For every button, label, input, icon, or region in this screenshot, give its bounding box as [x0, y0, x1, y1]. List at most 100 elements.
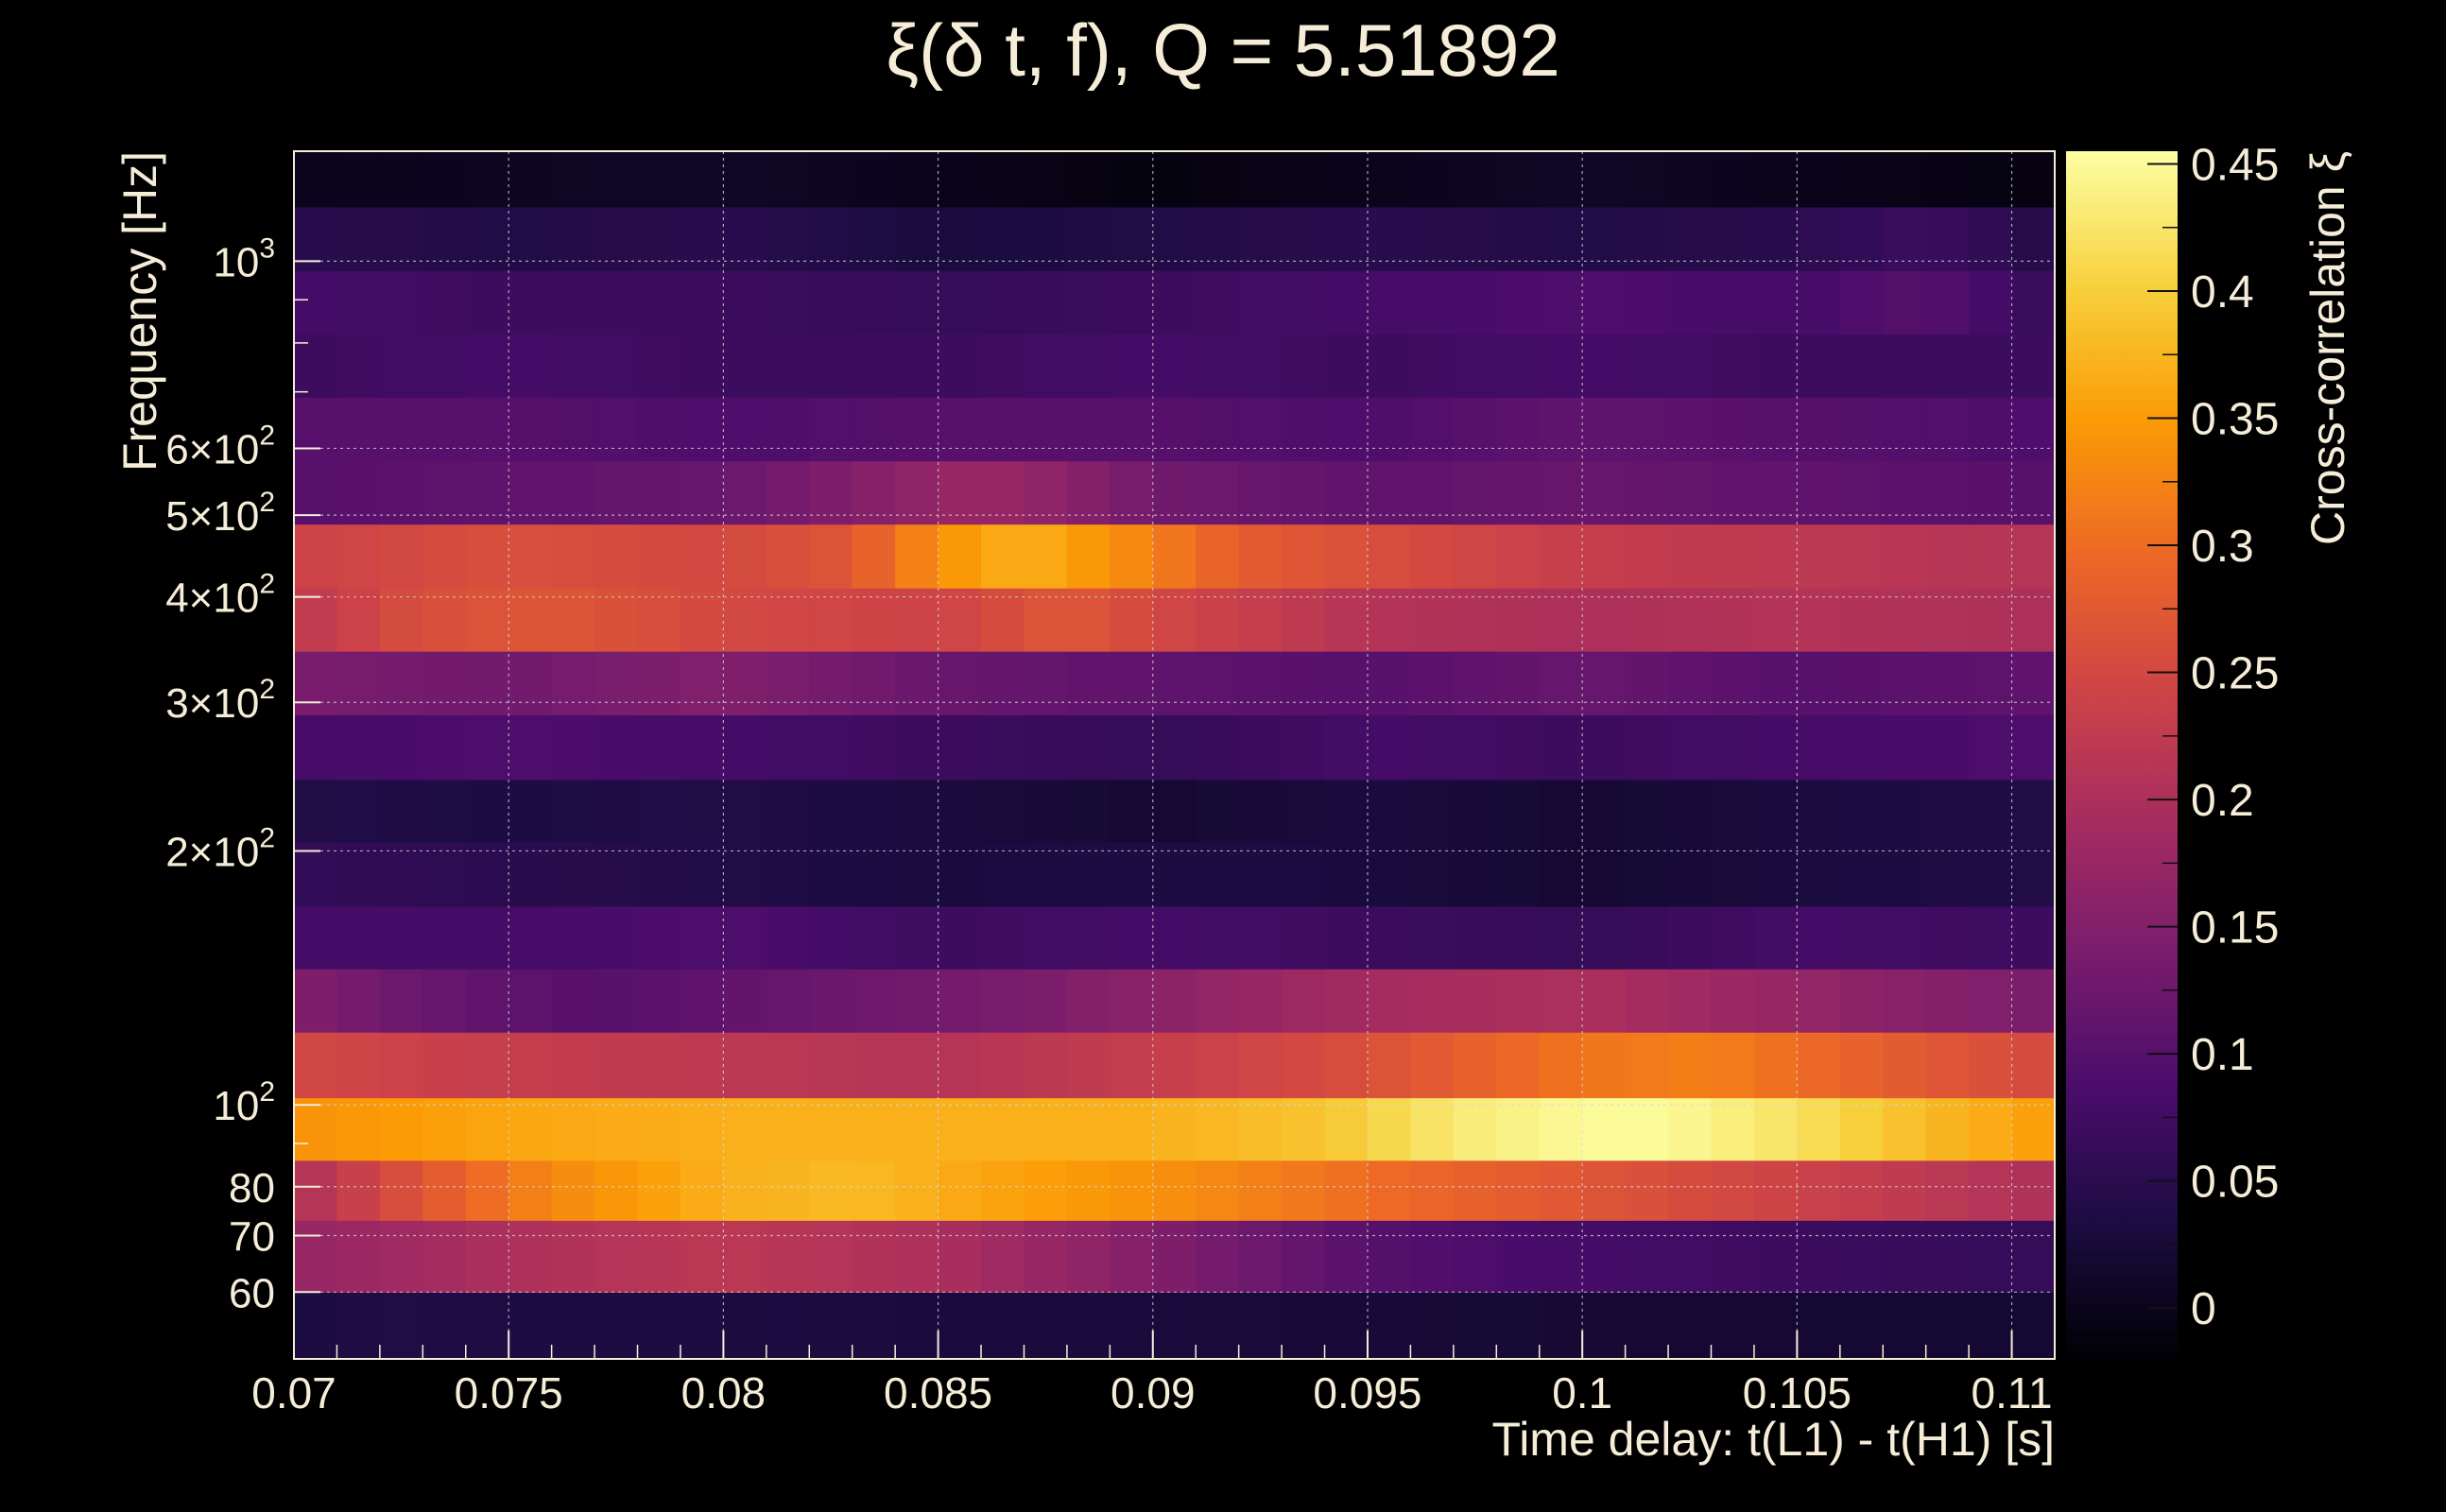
heatmap-cell	[680, 1220, 724, 1293]
heatmap-cell	[723, 588, 767, 652]
heatmap-cell	[680, 270, 724, 335]
heatmap-cell	[1668, 270, 1713, 335]
heatmap-cell	[852, 1220, 896, 1293]
heatmap-cell	[379, 460, 423, 525]
heatmap-cell	[1496, 334, 1541, 398]
heatmap-cell	[1324, 841, 1369, 907]
heatmap-cell	[379, 1292, 423, 1360]
heatmap-cell	[422, 397, 467, 462]
heatmap-cell	[1282, 841, 1326, 907]
heatmap-cell	[1152, 1032, 1197, 1099]
heatmap-cell	[2011, 397, 2056, 462]
heatmap-cell	[465, 1220, 509, 1293]
heatmap-cell	[766, 334, 810, 398]
heatmap-cell	[1367, 1292, 1412, 1360]
heatmap-cell	[2011, 779, 2056, 843]
heatmap-cell	[895, 779, 939, 843]
heatmap-cell	[1066, 651, 1111, 715]
heatmap-cell	[1324, 905, 1369, 970]
heatmap-cell	[1367, 524, 1412, 589]
heatmap-cell	[422, 905, 467, 970]
heatmap-cell	[465, 1160, 509, 1221]
heatmap-cell	[1496, 151, 1541, 208]
heatmap-cell	[1668, 1097, 1713, 1161]
heatmap-cell	[465, 841, 509, 907]
heatmap-cell	[1066, 1097, 1111, 1161]
heatmap-cell	[1282, 151, 1326, 208]
heatmap-cell	[1883, 397, 1927, 462]
heatmap-cell	[379, 524, 423, 589]
heatmap-cell	[2011, 841, 2056, 907]
heatmap-cell	[766, 397, 810, 462]
heatmap-cell	[723, 779, 767, 843]
heatmap-cell	[1625, 1032, 1669, 1099]
heatmap-cell	[1711, 905, 1755, 970]
heatmap-cell	[1925, 151, 1970, 208]
heatmap-cell	[1969, 1097, 2013, 1161]
heatmap-cell	[1152, 151, 1197, 208]
heatmap-cell	[895, 334, 939, 398]
heatmap-cell	[1066, 397, 1111, 462]
heatmap-cell	[852, 714, 896, 781]
heatmap-cell	[594, 397, 639, 462]
heatmap-cell	[1324, 460, 1369, 525]
heatmap-cell	[336, 524, 381, 589]
heatmap-cell	[1969, 524, 2013, 589]
heatmap-cell	[1668, 841, 1713, 907]
heatmap-cell	[1969, 841, 2013, 907]
heatmap-cell	[508, 524, 553, 589]
heatmap-cell	[294, 714, 338, 781]
heatmap-cell	[852, 651, 896, 715]
heatmap-cell	[1753, 334, 1798, 398]
heatmap-cell	[1410, 588, 1455, 652]
heatmap-cell	[1839, 1160, 1884, 1221]
heatmap-cell	[1110, 206, 1154, 271]
heatmap-cell	[1883, 841, 1927, 907]
heatmap-cell	[422, 206, 467, 271]
heatmap-cell	[1410, 334, 1455, 398]
heatmap-cell	[1582, 524, 1627, 589]
heatmap-cell	[895, 714, 939, 781]
heatmap-cell	[1883, 779, 1927, 843]
x-tick-label: 0.075	[455, 1368, 563, 1418]
heatmap-cell	[2011, 270, 2056, 335]
heatmap-cell	[723, 1097, 767, 1161]
heatmap-cell	[1367, 151, 1412, 208]
heatmap-cell	[1410, 841, 1455, 907]
heatmap-cell	[508, 651, 553, 715]
colorbar-ticks: 0 0.05 0.1 0.15 0.2 0.25 0.3 0.35 0.4 0.45	[2147, 140, 2279, 1334]
heatmap-cell	[336, 334, 381, 398]
heatmap-cell	[1324, 1097, 1369, 1161]
heatmap-cell	[1496, 714, 1541, 781]
heatmap-cell	[1066, 588, 1111, 652]
heatmap-cell	[508, 779, 553, 843]
heatmap-cell	[1152, 334, 1197, 398]
heatmap-cell	[637, 651, 681, 715]
heatmap-cell	[551, 651, 595, 715]
heatmap-cell	[1024, 1160, 1068, 1221]
heatmap-cell	[1453, 270, 1497, 335]
plot-frame	[293, 150, 2056, 1360]
heatmap-cell	[766, 270, 810, 335]
x-tick-label: 0.105	[1743, 1368, 1852, 1418]
heatmap-cell	[294, 334, 338, 398]
heatmap-cell	[1797, 651, 1841, 715]
heatmap-cell	[723, 334, 767, 398]
heatmap-cell	[981, 206, 1025, 271]
heatmap-cell	[1282, 397, 1326, 462]
heatmap-cell	[551, 1160, 595, 1221]
heatmap-cell	[336, 460, 381, 525]
heatmap-cell	[465, 397, 509, 462]
heatmap-cell	[594, 588, 639, 652]
heatmap-cell	[1196, 841, 1240, 907]
heatmap-cell	[1282, 1097, 1326, 1161]
heatmap-cell	[294, 1160, 338, 1221]
heatmap-cell	[336, 841, 381, 907]
heatmap-cell	[1582, 1220, 1627, 1293]
heatmap-cell	[1496, 1097, 1541, 1161]
heatmap-cell	[809, 905, 853, 970]
heatmap-cell	[1839, 397, 1884, 462]
heatmap-cell	[809, 460, 853, 525]
heatmap-cell	[336, 969, 381, 1033]
